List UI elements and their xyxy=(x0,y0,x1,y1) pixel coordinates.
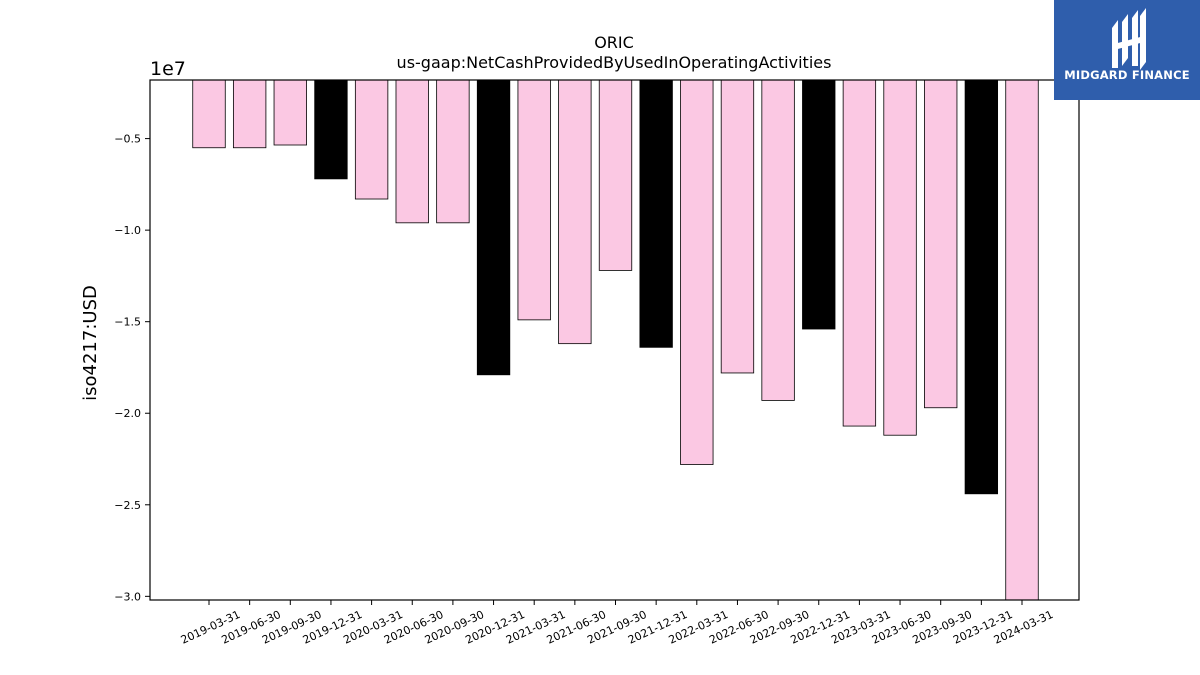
y-tick-label: −0.5 xyxy=(114,133,141,146)
y-tick-label: −2.5 xyxy=(114,499,141,512)
y-offset-label: 1e7 xyxy=(150,58,186,80)
bar-2021-09-30 xyxy=(598,79,633,271)
bar-2020-06-30 xyxy=(395,79,429,224)
bar-2019-06-30 xyxy=(232,79,267,149)
bar-2019-12-31 xyxy=(314,79,348,180)
bar-2021-03-31 xyxy=(517,79,551,321)
plot-frame xyxy=(149,79,1080,601)
bar-2020-03-31 xyxy=(354,79,389,200)
y-tick-label: −1.5 xyxy=(114,316,141,329)
bar-2023-06-30 xyxy=(883,79,917,436)
x-ticks-group: 2019-03-312019-06-302019-09-302019-12-31… xyxy=(179,600,1055,647)
bar-2023-09-30 xyxy=(924,79,958,409)
bar-2023-12-31 xyxy=(964,79,999,495)
bar-2022-03-31 xyxy=(680,79,714,465)
chart-title: ORIC xyxy=(594,33,634,52)
y-tick-label: −2.0 xyxy=(114,407,141,420)
bar-2023-03-31 xyxy=(842,79,877,427)
bar-2022-12-31 xyxy=(802,79,836,330)
y-tick-label: −1.0 xyxy=(114,224,141,237)
logo-mark-icon xyxy=(1112,8,1146,70)
y-tick-label: −3.0 xyxy=(114,590,141,603)
bar-2021-06-30 xyxy=(558,79,592,345)
y-ticks-group: −0.5 −1.0 −1.5 −2.0 −2.5 −3.0 xyxy=(114,133,150,603)
logo-text: MIDGARD FINANCE xyxy=(1064,68,1190,82)
bar-2022-09-30 xyxy=(761,79,795,401)
bar-2024-03-31 xyxy=(1005,79,1039,601)
bar-2022-06-30 xyxy=(720,79,755,374)
bar-2019-03-31 xyxy=(192,79,226,149)
y-axis-label: iso4217:USD xyxy=(80,285,101,401)
bar-2021-12-31 xyxy=(639,79,673,348)
bar-2020-12-31 xyxy=(476,79,511,376)
midgard-finance-logo: MIDGARD FINANCE xyxy=(1054,0,1200,100)
bar-2019-09-30 xyxy=(273,79,307,146)
chart-subtitle: us-gaap:NetCashProvidedByUsedInOperating… xyxy=(397,53,832,72)
bars-group xyxy=(192,79,1039,601)
bar-2020-09-30 xyxy=(436,79,470,224)
